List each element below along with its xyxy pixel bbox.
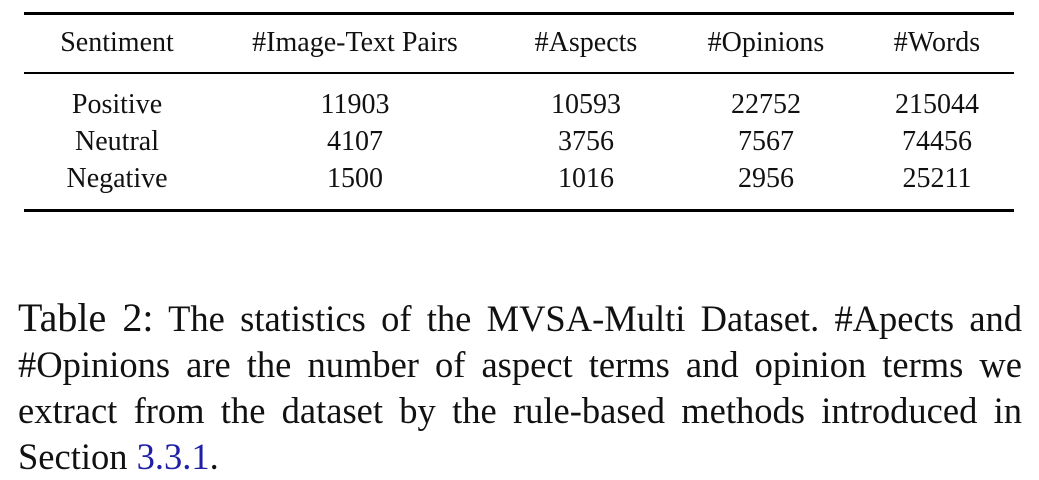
aspects-value: 10593 bbox=[551, 89, 621, 120]
words-value: 25211 bbox=[902, 163, 972, 194]
opinions-value: 2956 bbox=[738, 163, 794, 194]
header-words: #Words bbox=[893, 27, 981, 58]
table-header-rule bbox=[24, 72, 1014, 74]
section-reference-link[interactable]: 3.3.1 bbox=[136, 435, 210, 477]
words-value: 215044 bbox=[895, 89, 979, 120]
table-top-rule bbox=[24, 12, 1014, 15]
pairs-value: 1500 bbox=[327, 163, 383, 194]
opinions-value: 7567 bbox=[738, 126, 794, 157]
row-label: Positive bbox=[71, 89, 163, 120]
caption-text: The statistics of the MVSA-Multi Dataset… bbox=[18, 297, 1023, 477]
table-caption: Table 2: The statistics of the MVSA-Mult… bbox=[18, 295, 1022, 480]
words-value: 74456 bbox=[902, 126, 972, 157]
header-opinions: #Opinions bbox=[707, 27, 825, 58]
header-aspects: #Aspects bbox=[534, 27, 638, 58]
table-bottom-rule bbox=[24, 209, 1014, 212]
opinions-value: 22752 bbox=[731, 89, 801, 120]
pairs-value: 4107 bbox=[327, 126, 383, 157]
row-label: Negative bbox=[66, 163, 168, 194]
pairs-value: 11903 bbox=[320, 89, 390, 120]
row-label: Neutral bbox=[75, 126, 159, 157]
caption-end: . bbox=[209, 435, 219, 477]
caption-label: Table 2: bbox=[18, 294, 154, 340]
aspects-value: 3756 bbox=[558, 126, 614, 157]
header-sentiment: Sentiment bbox=[60, 27, 174, 58]
aspects-value: 1016 bbox=[558, 163, 614, 194]
header-image-text-pairs: #Image-Text Pairs bbox=[252, 27, 458, 58]
